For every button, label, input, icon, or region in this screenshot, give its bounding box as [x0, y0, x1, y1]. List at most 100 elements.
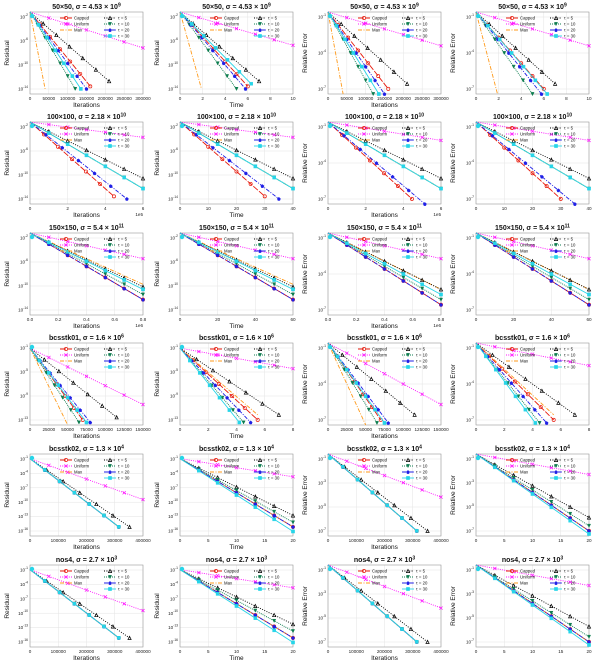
data-point-marker [335, 354, 340, 359]
data-point-marker [568, 135, 573, 140]
data-point-marker [572, 202, 577, 206]
data-point-marker [408, 515, 414, 521]
data-point-marker [358, 147, 363, 152]
data-point-marker [103, 130, 108, 135]
data-point-marker [382, 147, 387, 153]
data-point-marker [46, 463, 51, 468]
data-point-marker [242, 405, 247, 410]
data-point-marker [56, 368, 62, 374]
x-tick-label: 400000 [135, 538, 151, 543]
legend-label: τ = 20 [118, 470, 130, 475]
data-point-marker [257, 575, 263, 580]
data-point-marker [517, 64, 522, 69]
legend-label: τ = 10 [268, 575, 280, 580]
legend-label: τ = 20 [268, 249, 280, 254]
x-tick-label: 0.8 [140, 317, 147, 322]
data-point-marker [362, 22, 366, 26]
legend-item-t30: τ = 30 [550, 255, 576, 260]
legend-label: τ = 30 [416, 365, 428, 370]
x-tick-label: 0 [475, 649, 478, 654]
data-point-marker [545, 92, 549, 96]
legend-label: Capped [74, 126, 90, 131]
legend-item-t10: τ = 10 [254, 22, 280, 27]
data-point-marker [127, 635, 132, 640]
data-point-marker [234, 493, 239, 497]
legend-label: τ = 30 [416, 255, 428, 260]
legend-label: Capped [372, 237, 388, 242]
legend-item-t10: τ = 10 [254, 575, 280, 580]
data-point-marker [376, 74, 381, 79]
data-point-marker [438, 297, 444, 302]
y-axis-label: Relative Error [302, 474, 309, 515]
legend-item-capped: Capped [210, 16, 240, 21]
legend-item-capped: Capped [506, 126, 536, 131]
x-tick-label: 100000 [358, 96, 374, 101]
data-point-marker [253, 164, 258, 169]
x-tick-label: 0 [29, 96, 32, 101]
y-axis-label: Residual [4, 40, 11, 66]
legend-item-t10: τ = 10 [402, 243, 428, 248]
series-line-max [327, 342, 367, 426]
x-axis-label: Iterations [73, 655, 100, 662]
y-tick-label: 10-1 [466, 234, 474, 241]
start-marker [327, 123, 333, 129]
legend-item-max: Max [60, 138, 83, 143]
x-tick-label: 300000 [433, 96, 449, 101]
data-point-marker [549, 278, 554, 283]
data-point-marker [506, 364, 512, 369]
y-tick-label: 10-5 [466, 503, 474, 510]
legend-item-t20: τ = 20 [402, 138, 428, 143]
data-point-marker [549, 465, 554, 470]
y-tick-label: 10-1 [318, 455, 326, 462]
data-point-marker [253, 32, 258, 37]
legend-label: τ = 5 [416, 458, 426, 463]
data-point-marker [258, 587, 262, 591]
data-point-marker [587, 138, 591, 143]
legend-item-t10: τ = 10 [550, 575, 576, 580]
data-point-marker [587, 186, 591, 191]
data-point-marker [375, 490, 380, 495]
x-tick-label: 6 [142, 206, 145, 211]
y-tick-label: 10-14 [18, 195, 28, 202]
data-point-marker [342, 133, 347, 138]
data-point-marker [553, 132, 559, 137]
data-point-marker [260, 401, 265, 406]
y-tick-label: 10-7 [466, 85, 474, 92]
subplot: 0 50000 100000 150000 200000 250000 300000 10-1… [302, 2, 449, 109]
y-tick-label: 10-6 [170, 37, 178, 44]
data-point-marker [196, 122, 201, 127]
legend-item-capped: Capped [210, 237, 240, 242]
legend-label: Uniform [372, 464, 387, 469]
data-point-marker [141, 287, 145, 292]
x-tick-label: 4 [224, 96, 227, 101]
y-tick-label: 10-6 [20, 258, 28, 265]
legend-label: τ = 20 [416, 470, 428, 475]
data-point-marker [539, 69, 545, 74]
legend-item-t5: τ = 5 [104, 569, 128, 574]
legend-label: τ = 20 [564, 359, 576, 364]
x-axis-label: Iterations [371, 433, 398, 440]
data-point-marker [42, 579, 47, 583]
y-tick-label: 10-1 [466, 123, 474, 130]
x-tick-label: 200000 [377, 649, 393, 654]
data-point-marker [107, 125, 113, 130]
y-tick-label: 10-14 [168, 85, 178, 92]
start-marker [327, 566, 333, 572]
legend-label: Max [372, 470, 381, 475]
x-tick-label: 60 [586, 317, 592, 322]
data-point-marker [369, 376, 374, 381]
start-marker [29, 455, 35, 461]
legend-item-capped: Capped [358, 16, 388, 21]
data-point-marker [374, 161, 379, 165]
legend-item-t30: τ = 30 [104, 587, 130, 592]
x-tick-label: 4 [235, 427, 238, 432]
legend-item-max: Max [506, 138, 529, 143]
data-point-marker [345, 367, 349, 372]
data-point-marker [108, 28, 112, 32]
x-tick-label: 20 [586, 649, 592, 654]
y-tick-label: 10-16 [18, 638, 28, 645]
y-tick-label: 10-16 [168, 527, 178, 534]
y-tick-label: 10-1 [318, 123, 326, 130]
y-tick-label: 10-7 [20, 595, 28, 602]
data-point-marker [405, 132, 411, 137]
